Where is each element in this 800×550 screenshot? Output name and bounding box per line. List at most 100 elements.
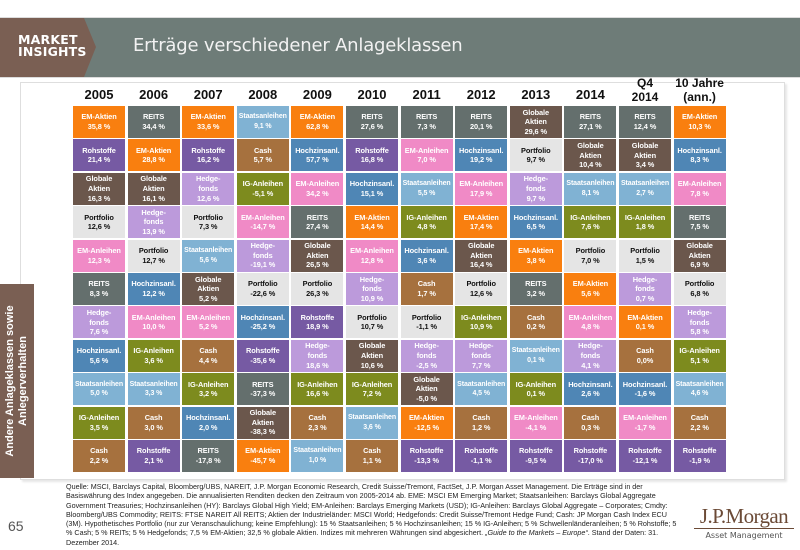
asset-return-value: -1,9 %: [689, 456, 710, 465]
asset-cell: IG-Anleihen 3,6 %: [127, 339, 180, 372]
asset-return-value: 26,5 %: [306, 260, 329, 270]
asset-label: Portfolio: [630, 246, 660, 255]
asset-label: Aktien: [634, 150, 656, 160]
asset-return-value: 6,8 %: [690, 289, 709, 298]
asset-cell: Hedge-fonds 18,6 %: [291, 339, 344, 372]
asset-return-value: 18,6 %: [306, 360, 329, 370]
asset-label: Globale: [686, 241, 713, 251]
asset-label: REITS: [688, 212, 711, 222]
asset-cell: Rohstoffe -35,6 %: [236, 339, 289, 372]
asset-cell: EM-Anleihen 5,2 %: [182, 306, 235, 339]
asset-cell: IG-Anleihen 3,5 %: [73, 406, 125, 439]
asset-return-value: 9,7 %: [526, 155, 546, 165]
asset-cell: Staatsanleihen 1,0 %: [291, 440, 344, 472]
asset-return-value: 2,1 %: [144, 456, 163, 465]
asset-cell: REITS -17,8 %: [182, 440, 235, 472]
asset-label: fonds: [89, 317, 109, 327]
asset-label: Rohstoffe: [246, 346, 280, 356]
asset-return-value: 2,0 %: [198, 422, 218, 432]
asset-label: Rohstoffe: [136, 446, 171, 456]
asset-cell: EM-Aktien 28,8 %: [127, 139, 180, 172]
asset-cell: Cash 5,7 %: [236, 139, 289, 172]
asset-cell: Portfolio 26,3 %: [291, 273, 344, 305]
asset-cell: EM-Aktien 62,8 %: [291, 106, 344, 138]
logo-subtitle: Asset Management: [705, 531, 783, 540]
asset-cell: Globale Aktien 5,2 %: [182, 273, 235, 305]
asset-return-value: 0,7 %: [635, 293, 655, 303]
column-header: 2011: [412, 87, 441, 102]
asset-label: IG-Anleihen: [461, 312, 502, 322]
asset-return-value: 5,7 %: [253, 155, 273, 165]
asset-return-value: 5,6 %: [581, 289, 600, 298]
asset-cell: IG-Anleihen 4,8 %: [400, 206, 453, 239]
asset-label: Cash: [90, 446, 108, 456]
asset-return-value: -1,1 %: [416, 322, 437, 332]
asset-cell: EM-Anleihen -14,7 %: [236, 206, 289, 239]
asset-cell: Rohstoffe 21,4 %: [73, 139, 125, 172]
asset-label: EM-Aktien: [81, 112, 117, 122]
page-number: 65: [8, 518, 24, 534]
asset-label: Staatsanleihen: [511, 347, 560, 355]
asset-return-value: 2,7 %: [636, 189, 654, 197]
asset-label: Globale: [577, 141, 604, 150]
asset-label: EM-Anleihen: [77, 246, 121, 255]
asset-return-value: 12,8 %: [360, 255, 384, 265]
asset-label: Hedge-: [305, 341, 330, 351]
section-tab: Andere Anlageklassen sowie Anlegerverhal…: [0, 284, 34, 478]
column-header: 2008: [248, 87, 278, 102]
asset-label: Staatsanleihen: [402, 180, 451, 188]
asset-cell: Hochzinsanl. 5,6 %: [73, 339, 125, 372]
asset-label: Staatsanleihen: [129, 380, 178, 388]
asset-label: Hochzinsanl.: [622, 379, 668, 389]
asset-label: Cash: [308, 413, 327, 422]
asset-return-value: 10,7 %: [360, 322, 384, 332]
asset-cell: IG-Anleihen 7,2 %: [346, 373, 398, 406]
asset-label: EM-Anleihen: [186, 312, 231, 322]
asset-cell: IG-Anleihen 3,2 %: [182, 373, 235, 406]
asset-label: Cash: [253, 145, 272, 155]
asset-cell: EM-Aktien 0,1 %: [619, 306, 671, 339]
asset-return-value: 12,6 %: [87, 222, 111, 232]
asset-label: REITS: [197, 446, 219, 456]
asset-cell: Hedge-fonds 9,7 %: [509, 172, 562, 205]
asset-label: EM-Anleihen: [677, 179, 722, 189]
asset-cell: EM-Anleihen -4,1 %: [509, 406, 562, 439]
asset-label: Hedge-: [141, 207, 166, 217]
asset-label: Staatsanleihen: [620, 180, 669, 188]
column-header: 2012: [466, 87, 496, 102]
asset-cell: Hedge-fonds 4,1 %: [564, 339, 617, 372]
asset-label: Rohstoffe: [355, 145, 389, 155]
asset-return-value: 8,3 %: [690, 155, 709, 165]
asset-label: Portfolio: [684, 279, 715, 289]
asset-cell: Hochzinsanl. 6,5 %: [509, 206, 562, 239]
asset-cell: Cash 0,2 %: [509, 306, 562, 339]
asset-cell: REITS 8,3 %: [73, 273, 125, 305]
asset-label: Hedge-: [86, 308, 112, 317]
asset-label: Staatsanleihen: [293, 447, 342, 455]
asset-return-value: -5,0 %: [416, 393, 437, 403]
asset-label: EM-Aktien: [299, 112, 335, 122]
column-header: 2014: [575, 87, 605, 102]
asset-cell: EM-Anleihen -1,7 %: [619, 406, 671, 439]
asset-cell: Hedge-fonds 13,9 %: [127, 206, 180, 239]
asset-label: Hochzinsanl.: [131, 279, 176, 289]
asset-cell: REITS 12,4 %: [619, 106, 671, 138]
asset-cell: Portfolio 12,7 %: [127, 239, 180, 272]
asset-return-value: 16,3 %: [87, 193, 111, 203]
asset-return-value: 3,8 %: [526, 255, 546, 265]
asset-label: Aktien: [524, 117, 547, 127]
asset-return-value: 0,1 %: [526, 389, 546, 399]
asset-return-value: 9,1 %: [254, 123, 272, 130]
asset-return-value: 16,1 %: [142, 193, 165, 203]
asset-cell: Hochzinsanl. 19,2 %: [455, 139, 508, 172]
asset-cell: Hedge-fonds 7,6 %: [73, 306, 125, 339]
asset-return-value: 3,3 %: [144, 390, 163, 398]
asset-cell: Globale Aktien 3,4 %: [619, 139, 671, 172]
asset-label: Aktien: [142, 184, 165, 193]
asset-cell: REITS -37,3 %: [236, 373, 289, 406]
asset-label: Aktien: [688, 250, 711, 260]
asset-return-value: 0,1 %: [635, 322, 655, 332]
asset-label: Hedge-: [414, 341, 439, 351]
asset-cell: Portfolio 12,6 %: [455, 273, 508, 305]
asset-return-value: 10,6 %: [360, 360, 384, 370]
